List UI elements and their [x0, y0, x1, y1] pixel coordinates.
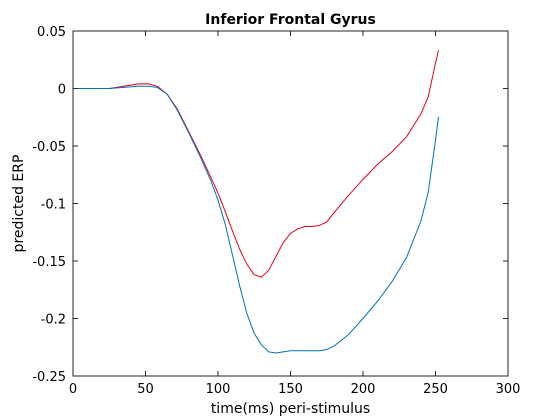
x-tick-label: 300: [496, 382, 521, 397]
y-tick-label: -0.1: [41, 198, 66, 213]
y-tick-label: -0.2: [41, 313, 66, 328]
x-tick-label: 0: [69, 382, 77, 397]
x-axis-title: time(ms) peri-stimulus: [211, 401, 370, 417]
y-tick-label: -0.25: [32, 370, 66, 385]
ticks-layer: 0 50 100 150 200 250 300 0.05 0 -0.05 -0.1 -0.15 -0.…: [32, 25, 520, 397]
plot-area: [73, 31, 508, 376]
x-tick-label: 250: [423, 382, 448, 397]
x-tick-label: 100: [206, 382, 231, 397]
x-tick-label: 50: [137, 382, 154, 397]
x-tick-label: 200: [351, 382, 376, 397]
chart-title: Inferior Frontal Gyrus: [205, 12, 376, 28]
series-line-2: [72, 85, 439, 354]
y-tick-label: -0.05: [32, 140, 66, 155]
series-layer: [72, 50, 439, 354]
y-axis-title: predicted ERP: [11, 155, 27, 253]
x-tick-label: 150: [278, 382, 303, 397]
y-tick-label: 0.05: [37, 25, 66, 40]
y-tick-label: -0.15: [32, 255, 66, 270]
y-tick-label: 0: [58, 83, 66, 98]
